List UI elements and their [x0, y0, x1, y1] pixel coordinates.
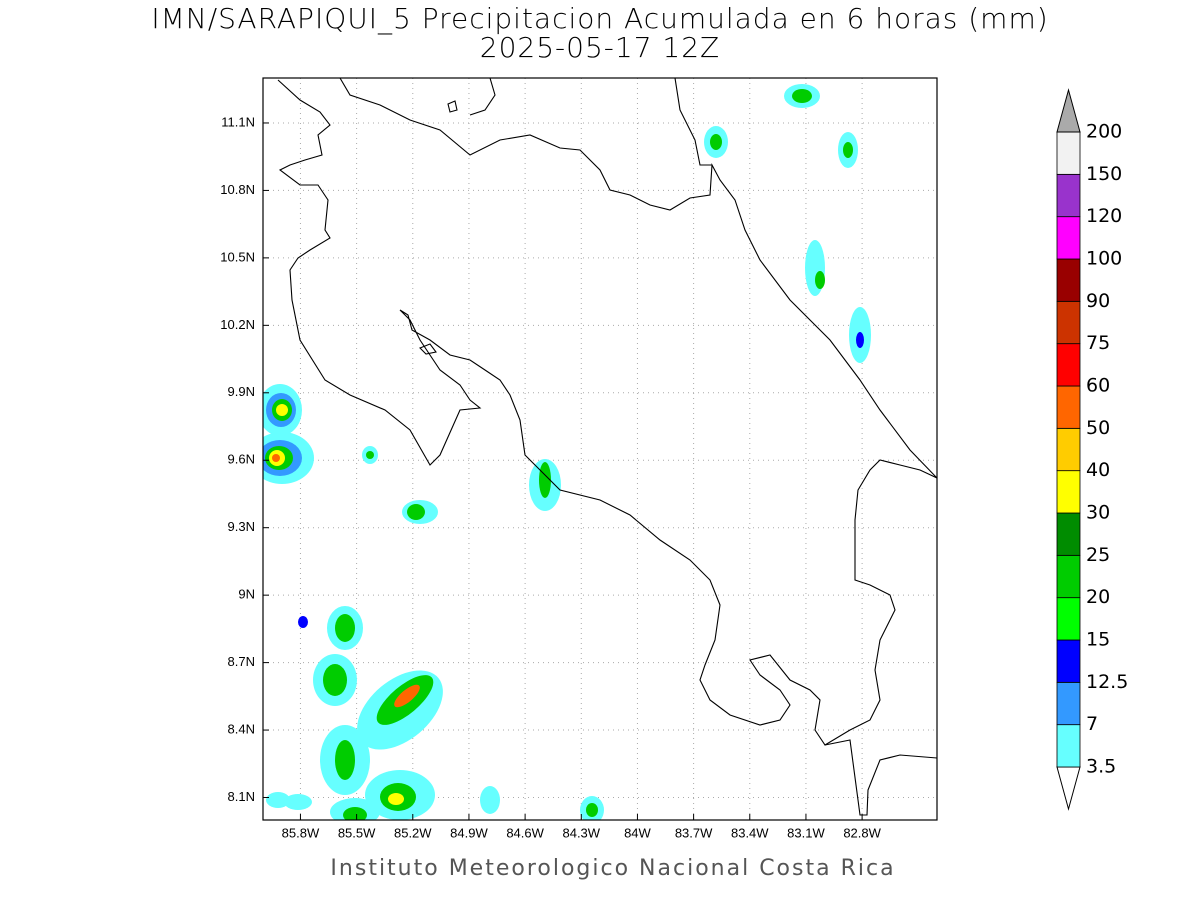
y-tick-label: 9.6N — [228, 452, 255, 467]
y-tick-label: 8.7N — [228, 654, 255, 669]
axis-ticks: 85.8W 85.5W 85.2W 84.9W 84.6W 84.3W 84W 83.7W 83… — [220, 114, 881, 840]
colorbar-box — [1056, 639, 1081, 683]
colorbar-label: 20 — [1086, 586, 1110, 608]
y-tick-label: 9.9N — [228, 384, 255, 399]
precip — [263, 84, 871, 820]
colorbar-label: 25 — [1086, 544, 1110, 566]
x-tick-label: 85.5W — [338, 825, 376, 840]
map: 85.8W 85.5W 85.2W 84.9W 84.6W 84.3W 84W 83.7W 83… — [220, 77, 938, 840]
colorbar-box — [1056, 724, 1081, 768]
colorbar-box — [1056, 470, 1081, 514]
x-tick-label: 85.8W — [282, 825, 320, 840]
colorbar-label: 12.5 — [1086, 671, 1128, 693]
colorbar-box — [1056, 427, 1081, 472]
colorbar-label: 100 — [1086, 248, 1122, 270]
y-tick-label: 9N — [238, 587, 255, 602]
x-tick-label: 83.1W — [787, 825, 825, 840]
blob — [263, 84, 871, 820]
colorbar-box — [1056, 173, 1081, 218]
colorbar-box — [1056, 681, 1081, 726]
subtitle: 2025-05-17 12Z — [480, 31, 720, 64]
colorbar-label: 15 — [1086, 629, 1110, 651]
colorbar-label: 50 — [1086, 417, 1110, 439]
colorbar-arrow-low — [1056, 766, 1081, 811]
y-tick-label: 10.2N — [220, 317, 255, 332]
colorbar-box — [1056, 597, 1081, 641]
x-tick-label: 83.4W — [731, 825, 769, 840]
colorbar-label: 7 — [1086, 713, 1098, 735]
colorbar-label: 150 — [1086, 163, 1122, 185]
x-tick-label: 84.6W — [506, 825, 544, 840]
colorbar-box — [1056, 343, 1081, 387]
x-tick-label: 85.2W — [394, 825, 432, 840]
y-tick-label: 10.8N — [220, 182, 255, 197]
colorbar: 3.5 7 12.5 15 20 25 30 40 50 60 75 90 100 120 150 200 — [1056, 88, 1128, 811]
y-tick-label: 10.5N — [220, 249, 255, 264]
colorbar-label: 120 — [1086, 205, 1122, 227]
title: IMN/SARAPIQUI_5 Precipitacion Acumulada … — [151, 2, 1048, 36]
y-tick-label: 9.3N — [228, 519, 255, 534]
y-tick-label: 8.1N — [228, 789, 255, 804]
x-tick-label: 84.3W — [562, 825, 600, 840]
y-tick-label: 8.4N — [228, 721, 255, 736]
colorbar-box — [1056, 258, 1081, 302]
colorbar-box — [1056, 512, 1081, 556]
colorbar-label: 200 — [1086, 121, 1122, 143]
colorbar-arrow-high — [1056, 88, 1081, 133]
y-tick-label: 11.1N — [221, 114, 255, 129]
colorbar-label: 3.5 — [1086, 756, 1116, 778]
colorbar-label: 40 — [1086, 459, 1110, 481]
x-tick-label: 84.9W — [450, 825, 488, 840]
colorbar-label: 90 — [1086, 290, 1110, 312]
x-tick-label: 84W — [624, 825, 651, 840]
map-frame — [262, 77, 938, 821]
colorbar-box — [1056, 385, 1081, 429]
colorbar-label: 30 — [1086, 502, 1110, 524]
colorbar-label: 75 — [1086, 332, 1110, 354]
x-tick-label: 83.7W — [675, 825, 713, 840]
x-tick-label: 82.8W — [843, 825, 881, 840]
colorbar-box — [1056, 554, 1081, 599]
colorbar-box — [1056, 300, 1081, 345]
footer: Instituto Meteorologico Nacional Costa R… — [330, 856, 895, 881]
colorbar-box — [1056, 216, 1081, 260]
coastline — [277, 78, 937, 816]
colorbar-box — [1056, 131, 1081, 175]
colorbar-label: 60 — [1086, 375, 1110, 397]
